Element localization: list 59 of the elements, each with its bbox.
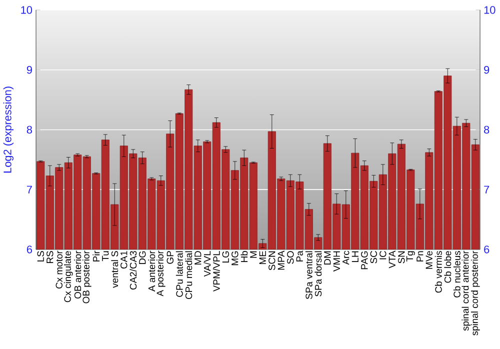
y2-tick-label: 9 <box>484 66 490 74</box>
x-tick-label: SC <box>370 250 378 264</box>
x-tick-label: RS <box>46 250 54 263</box>
x-tick-label: LG <box>222 251 229 262</box>
x-tick-label: SPa ventral <box>305 251 312 299</box>
x-tick-label: OB anterior <box>74 250 82 298</box>
x-tick-label: CA2/CA3 <box>130 250 137 290</box>
x-tick-label: CPu lateral <box>176 251 183 297</box>
x-tick-label: OB posterior <box>82 250 92 304</box>
x-tick-label: Tu <box>102 251 109 261</box>
x-tick-label: ventral S <box>111 250 118 288</box>
y-tick-label: 6 <box>26 245 32 254</box>
x-tick-label: spinal cord anterior <box>462 250 471 331</box>
x-tick-label: spinal cord posterior <box>471 250 480 336</box>
x-tick-label: MVe <box>426 250 432 269</box>
x-tick-label: A posterior <box>156 250 166 296</box>
x-tick-label: LH <box>352 251 358 262</box>
x-tick-label: IC <box>380 250 386 260</box>
x-tick-label: SPa dorsal <box>314 251 322 296</box>
y2-tick-label: 7 <box>484 186 490 194</box>
x-tick-label: CA1 <box>120 251 128 268</box>
x-tick-label: A anterior <box>148 250 156 292</box>
x-tick-label: CPu medial <box>185 251 192 299</box>
x-tick-label: SO <box>287 250 294 264</box>
x-tick-label: VTA <box>388 250 396 268</box>
y2-tick-label: 6 <box>484 245 490 254</box>
x-tick-label: Arc <box>342 250 350 265</box>
x-tick-label: Cx cingulate <box>64 250 73 302</box>
x-tick-label: Pa <box>296 250 303 262</box>
x-tick-label: Cb lobe <box>444 250 452 283</box>
x-tick-label: Pn <box>416 251 424 262</box>
x-tick-label: MPA <box>278 250 284 270</box>
y-axis-title: Log2 (expression) <box>3 86 14 172</box>
x-tick-label: Pir <box>92 250 100 262</box>
x-tick-label: VA/VL <box>204 250 211 277</box>
x-tick-label: VMH <box>333 251 340 272</box>
x-tick-label: MG <box>232 251 238 265</box>
x-tick-label: Cx motor <box>56 250 62 288</box>
y-tick-label: 9 <box>26 66 32 74</box>
x-tick-label: SN <box>398 251 405 264</box>
y-tick-label: 7 <box>26 186 32 194</box>
x-tick-label: Cb nucleus <box>453 250 460 298</box>
x-tick-label: Hb <box>240 250 248 262</box>
x-tick-label: DM <box>324 251 331 264</box>
x-tick-label: SCN <box>268 251 276 270</box>
x-tick-label: GP <box>166 251 174 264</box>
x-tick-label: MD <box>194 250 202 264</box>
y2-tick-label: 10 <box>484 6 496 14</box>
y2-tick-label: 8 <box>484 126 490 134</box>
x-tick-label: PAG <box>361 251 368 269</box>
y-tick-label: 10 <box>21 6 32 14</box>
x-tick-label: DG <box>139 251 146 264</box>
x-tick-label: LS <box>37 250 44 262</box>
x-tick-label: Tg <box>406 251 415 262</box>
x-tick-label: M <box>250 251 257 258</box>
y-tick-label: 8 <box>26 126 32 134</box>
x-tick-label: VPM/VPL <box>212 250 220 292</box>
x-tick-label: Cb vermis <box>434 250 442 293</box>
x-tick-label: ME <box>259 250 266 264</box>
